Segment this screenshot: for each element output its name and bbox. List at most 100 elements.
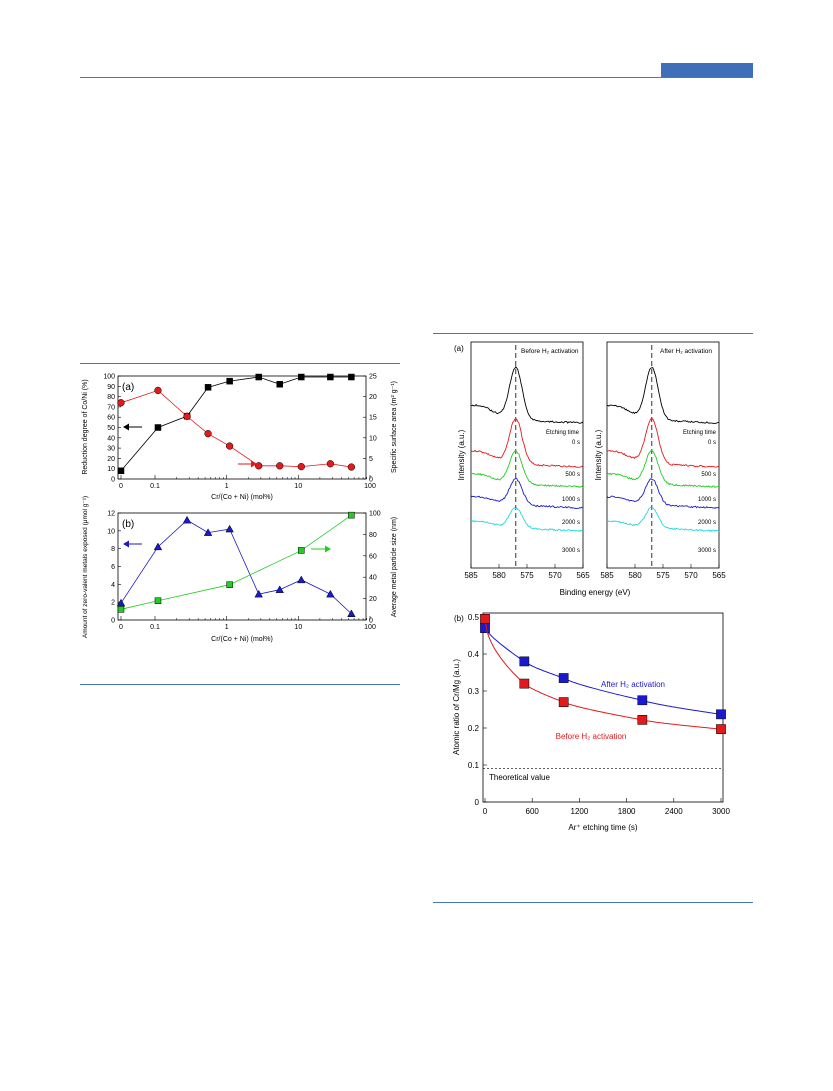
left-tick-label: 60 [107,415,115,422]
right-tick-label: 25 [369,374,377,381]
right-figure: (a) Before H₂ activation After H₂ activa… [452,341,730,832]
blue-triangle-marker [182,515,192,524]
spectrum-label: 3000 s [698,548,716,554]
x-tick-label: 10 [294,483,302,490]
right-b-xlabel: Ar⁺ etching time (s) [568,823,637,832]
left-tick-label: 10 [107,466,115,473]
left-b-arrow-left [123,540,142,548]
blue-square-marker [480,623,490,633]
right-a-legend-title-before: Etching time [546,430,580,436]
spectrum-label: 500 s [701,472,716,478]
red-circle-marker [154,386,162,395]
blue-triangle-marker [225,524,234,533]
right-panel-b: (b) 0 0.1 0.2 0.3 0.4 0.5 0 600 1200 1800 2400 300… [452,612,730,832]
spectrum-label: 0 s [708,440,716,446]
right-b-label: (b) [454,614,464,623]
red-circle-marker [225,442,234,450]
green-square-marker [226,581,233,588]
right-figure-top-rule [433,333,753,334]
left-tick-label: 100 [103,374,115,381]
blue-triangle-marker [203,528,213,536]
x-tick-label: 565 [576,571,590,580]
right-b-x-ticks: 0 600 1200 1800 2400 3000 [483,798,730,816]
left-tick-label: 0 [111,477,115,484]
left-a-arrow-right [238,460,257,468]
left-b-plot [116,511,356,618]
x-tick-label: 1 [225,483,229,490]
spectrum-red [470,418,584,468]
blue-triangle-marker [347,609,356,618]
left-tick-label: 6 [111,564,115,571]
left-tick-label: 20 [107,456,115,463]
black-square-marker [204,384,212,391]
x-tick-label: 565 [712,571,726,580]
spectrum-green [606,449,720,488]
blue-square-marker [558,673,569,683]
x-tick-label: 600 [526,807,540,816]
right-b-legend-after: After H₂ activation [601,680,665,689]
right-figure-bottom-rule [433,902,753,903]
left-tick-label: 70 [107,404,115,411]
right-tick-label: 20 [369,394,377,401]
left-tick-label: 4 [111,582,115,589]
right-tick-label: 5 [369,456,373,463]
right-tick-label: 10 [369,435,377,442]
x-tick-label: 570 [548,571,562,580]
left-a-ylabel-right: Specific surface area (m² g⁻¹) [391,381,398,473]
blue-square-marker [519,656,530,667]
x-tick-label: 10 [294,624,302,631]
header-color-block [661,63,753,77]
spectrum-cyan [606,507,720,533]
x-tick-label: 0 [119,483,123,490]
x-tick-label: 0.1 [150,483,160,490]
black-square-marker [327,373,334,381]
right-b-reference-label: Theoretical value [489,773,550,782]
right-a-x-ticks: 585 580 575 570 565 585 580 575 570 565 [464,564,726,580]
right-a-plot: 0 s 500 s 1000 s 2000 s 3000 s 0 s 500 s 1000 s… [470,345,720,568]
black-square-marker [154,424,162,431]
left-b-ylabel-left: Amount of zero-valent metals exposed (μm… [82,496,89,638]
spectrum-label: 500 s [565,472,580,478]
right-tick-label: 80 [369,532,377,539]
x-tick-label: 585 [464,571,478,580]
right-b-frame [482,612,724,803]
left-tick-label: 90 [107,384,115,391]
header-rule [80,77,753,78]
black-square-marker [276,380,283,388]
blue-triangle-marker [326,589,335,598]
spectrum-label: 1000 s [562,497,580,503]
x-tick-label: 1 [225,624,229,631]
red-square-marker [519,678,530,689]
right-a-title-before: Before H₂ activation [521,348,579,355]
fit-blue-curve [484,627,722,715]
left-b-xlabel: Cr/(Co + Ni) (mol%) [211,636,273,643]
left-tick-label: 2 [111,600,115,607]
red-circle-marker [117,399,125,407]
right-tick-label: 15 [369,415,377,422]
series-blue-line [120,519,352,615]
spectrum-green [470,450,584,488]
right-tick-label: 40 [369,575,377,582]
left-tick-label: 80 [107,394,115,401]
right-tick-label: 60 [369,553,377,560]
right-a-label: (a) [454,344,464,353]
right-a-legend-title-after: Etching time [683,430,717,436]
x-tick-label: 0.1 [150,624,160,631]
right-a-ylabel-before: Intensity (a.u.) [457,429,466,480]
left-a-arrow-left [123,423,142,431]
series-green-line [120,514,352,610]
green-square-marker [154,597,162,604]
left-b-right-ticks: 0 20 40 60 80 100 [363,511,381,625]
x-tick-label: 1800 [618,807,636,816]
left-tick-label: 8 [111,546,115,553]
black-square-marker [226,377,233,385]
x-tick-label: 2400 [665,807,683,816]
x-tick-label: 575 [656,571,670,580]
x-tick-label: 100 [364,483,376,490]
left-tick-label: 40 [107,435,115,442]
red-circle-marker [297,462,305,471]
left-tick-label: 0 [111,618,115,625]
x-tick-label: 585 [600,571,614,580]
